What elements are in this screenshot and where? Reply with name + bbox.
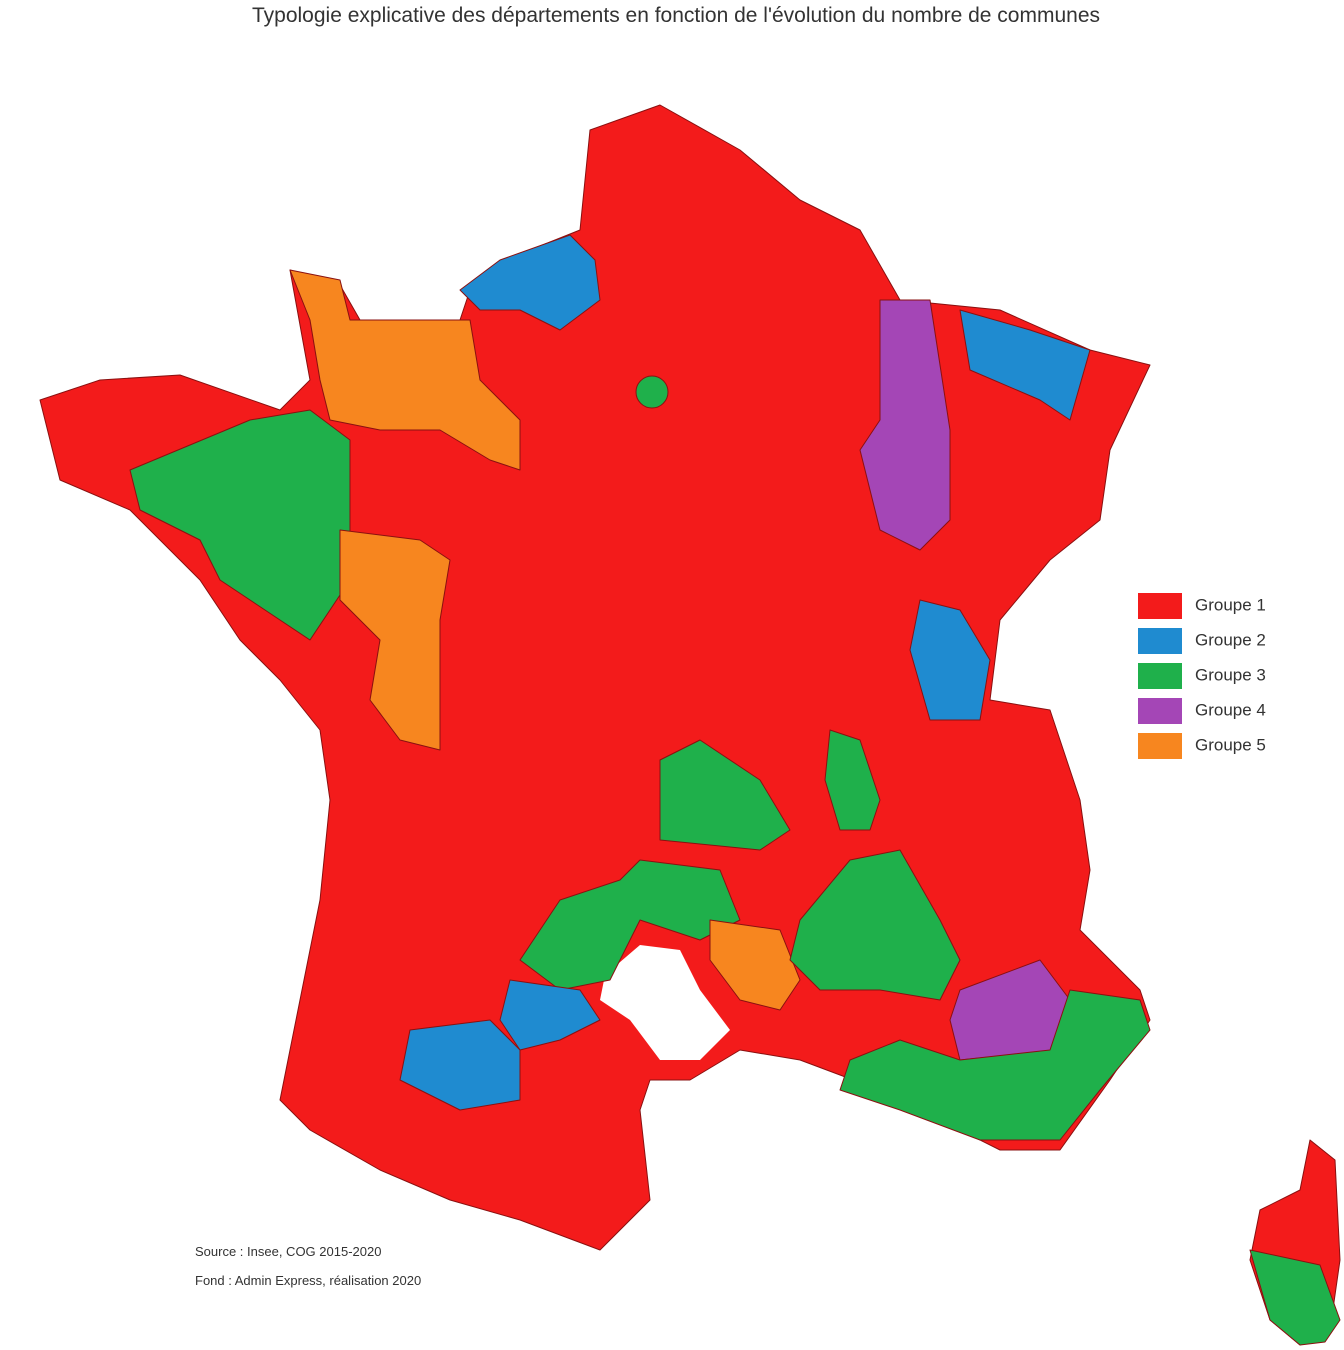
department [859,299,951,551]
department [459,234,601,331]
department [499,979,601,1051]
department [399,1019,521,1111]
white-area [600,945,730,1060]
department [519,859,741,991]
legend-label: Groupe 1 [1195,595,1266,614]
department [659,739,791,851]
department [129,409,351,641]
source-note: Fond : Admin Express, réalisation 2020 [195,1273,421,1288]
source-note: Source : Insee, COG 2015-2020 [195,1244,381,1259]
department [289,269,521,471]
legend-label: Groupe 4 [1195,700,1266,719]
map-title: Typologie explicative des départements e… [252,4,1100,27]
department [789,849,961,1001]
legend-swatch [1138,628,1182,654]
legend-swatch [1138,663,1182,689]
legend-swatch [1138,733,1182,759]
legend: Groupe 1 Groupe 2 Groupe 3 Groupe 4 Grou… [1138,593,1266,759]
legend-label: Groupe 2 [1195,630,1266,649]
france-map [39,104,1341,1346]
legend-swatch [1138,593,1182,619]
legend-label: Groupe 5 [1195,735,1266,754]
department [635,375,669,409]
department [959,309,1091,421]
department [824,729,881,831]
department [1249,1249,1341,1346]
department [839,989,1151,1141]
department [339,529,451,751]
legend-swatch [1138,698,1182,724]
department [709,919,801,1011]
legend-label: Groupe 3 [1195,665,1266,684]
department [909,599,991,721]
